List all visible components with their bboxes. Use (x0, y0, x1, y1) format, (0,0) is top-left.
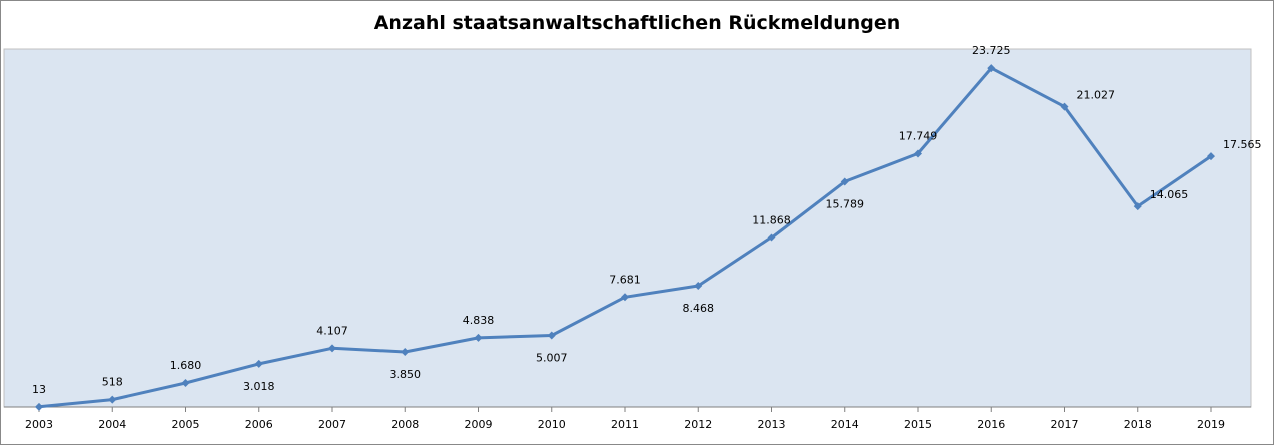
x-tick-label-2011: 2011 (611, 418, 639, 431)
x-tick-label-2009: 2009 (465, 418, 493, 431)
x-tick-label-2012: 2012 (684, 418, 712, 431)
x-tick-label-2014: 2014 (831, 418, 859, 431)
x-axis-ticks (38, 407, 1212, 412)
data-label-2015: 17.749 (899, 129, 938, 142)
x-tick-label-2007: 2007 (318, 418, 346, 431)
data-marker-2012 (694, 282, 703, 291)
data-label-2011: 7.681 (609, 273, 641, 286)
x-tick-label-2018: 2018 (1124, 418, 1152, 431)
x-tick-label-2004: 2004 (98, 418, 126, 431)
data-marker-2008 (401, 348, 410, 356)
data-marker-2019 (1207, 152, 1215, 161)
data-marker-2003 (35, 402, 43, 411)
data-label-2007: 4.107 (316, 324, 348, 337)
data-label-2017: 21.027 (1077, 89, 1116, 102)
data-label-2008: 3.850 (390, 368, 422, 381)
data-label-2013: 11.868 (752, 213, 791, 226)
data-label-2004: 518 (102, 376, 123, 389)
x-tick-label-2010: 2010 (538, 418, 566, 431)
data-label-2003: 13 (32, 383, 46, 396)
data-marker-2015 (914, 149, 922, 158)
x-tick-label-2005: 2005 (172, 418, 200, 431)
data-marker-2006 (254, 359, 263, 368)
data-label-2010: 5.007 (536, 351, 568, 364)
data-markers (35, 64, 1215, 411)
plot-area (3, 48, 1252, 408)
data-marker-2005 (181, 379, 190, 387)
x-tick-label-2015: 2015 (904, 418, 932, 431)
data-label-2012: 8.468 (683, 302, 715, 315)
data-label-2006: 3.018 (243, 380, 275, 393)
data-labels: 13 518 1.680 3.018 4.107 3.850 4.838 5.007 7.681… (32, 44, 1262, 396)
data-marker-2016 (987, 64, 996, 73)
data-label-2005: 1.680 (170, 359, 202, 372)
x-tick-label-2016: 2016 (977, 418, 1005, 431)
data-marker-2013 (767, 233, 776, 242)
data-marker-2004 (108, 395, 117, 404)
data-marker-2017 (1060, 102, 1069, 111)
data-marker-2014 (840, 177, 849, 186)
chart-title: Anzahl staatsanwaltschaftlichen Rückmeld… (373, 12, 901, 34)
x-tick-label-2006: 2006 (245, 418, 273, 431)
x-tick-label-2019: 2019 (1197, 418, 1225, 431)
x-tick-label-2013: 2013 (758, 418, 786, 431)
data-marker-2011 (621, 293, 629, 302)
x-tick-label-2008: 2008 (391, 418, 419, 431)
data-marker-2010 (547, 331, 556, 340)
data-label-2019: 17.565 (1223, 138, 1262, 151)
x-tick-label-2003: 2003 (25, 418, 53, 431)
data-label-2009: 4.838 (463, 314, 495, 327)
data-marker-2018 (1133, 202, 1142, 211)
x-tick-label-2017: 2017 (1051, 418, 1079, 431)
data-marker-2007 (328, 344, 336, 353)
x-axis-tick-labels: 2003 2004 2005 2006 2007 2008 2009 2010 2011 2012… (25, 418, 1225, 431)
data-label-2014: 15.789 (826, 197, 865, 210)
data-label-2016: 23.725 (972, 44, 1011, 57)
data-marker-2009 (474, 333, 483, 342)
data-label-2018: 14.065 (1150, 188, 1189, 201)
